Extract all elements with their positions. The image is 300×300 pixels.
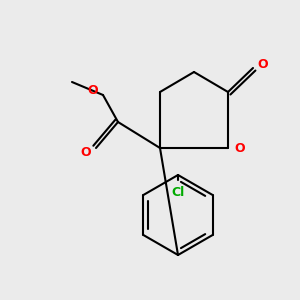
Text: O: O	[235, 142, 245, 155]
Text: O: O	[81, 146, 91, 158]
Text: Cl: Cl	[171, 187, 184, 200]
Text: O: O	[88, 85, 98, 98]
Text: O: O	[258, 58, 268, 71]
